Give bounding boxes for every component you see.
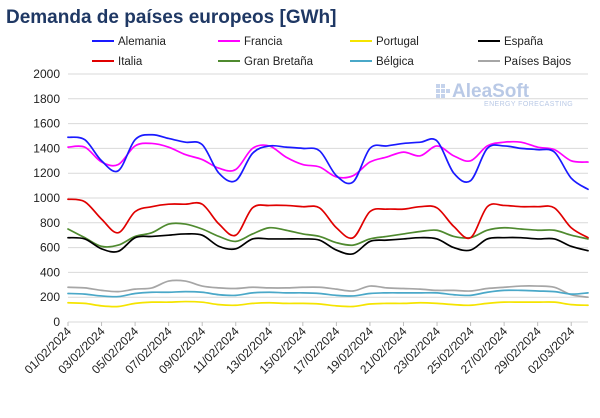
legend-item-paises-bajos: Países Bajos <box>478 56 571 68</box>
aleasoft-logo: AleaSoft ENERGY FORECASTING <box>436 81 573 108</box>
series-line-portugal <box>67 300 589 308</box>
series-line-alemania <box>67 133 589 191</box>
gridlines <box>68 73 588 323</box>
series-line-espana <box>67 232 589 255</box>
y-tick-label: 1400 <box>33 141 60 155</box>
y-tick-label: 1000 <box>33 191 60 205</box>
legend-label: Gran Bretaña <box>244 56 314 68</box>
chart-title: Demanda de países europeos [GWh] <box>6 7 336 28</box>
legend-label: Portugal <box>376 36 419 48</box>
y-tick-label: 2000 <box>33 67 60 81</box>
legend: Alemania Francia Portugal España Italia Gran … <box>92 36 571 68</box>
y-tick-label: 600 <box>40 241 60 255</box>
series-lines <box>67 133 589 308</box>
y-tick-label: 1800 <box>33 92 60 106</box>
logo-mark-icon <box>436 84 450 98</box>
series-line-belgica <box>67 289 589 298</box>
legend-item-alemania: Alemania <box>92 36 167 48</box>
y-tick-label: 0 <box>53 315 60 329</box>
legend-label: Italia <box>118 56 143 68</box>
y-tick-label: 400 <box>40 265 60 279</box>
y-tick-label: 800 <box>40 216 60 230</box>
series-line-italia <box>67 198 589 240</box>
legend-label: Francia <box>244 36 283 48</box>
y-tick-label: 1600 <box>33 117 60 131</box>
legend-label: España <box>504 36 544 48</box>
legend-item-belgica: Bélgica <box>350 56 414 68</box>
legend-label: Bélgica <box>376 56 414 68</box>
series-line-paises-bajos <box>67 279 589 299</box>
y-tick-label: 200 <box>40 290 60 304</box>
series-line-gran-bretana <box>67 222 589 248</box>
legend-item-gran-bretana: Gran Bretaña <box>218 56 314 68</box>
legend-item-espana: España <box>478 36 544 48</box>
x-axis: 01/02/202403/02/202405/02/202407/02/2024… <box>22 322 578 377</box>
logo-tagline: ENERGY FORECASTING <box>484 101 573 108</box>
legend-label: Alemania <box>118 36 167 48</box>
legend-label: Países Bajos <box>504 56 571 68</box>
y-axis: 0 200 400 600 800 1000 1200 1400 1600 1800 2000 <box>33 67 60 329</box>
y-tick-label: 1200 <box>33 166 60 180</box>
logo-text: AleaSoft <box>452 81 530 102</box>
legend-item-portugal: Portugal <box>350 36 419 48</box>
legend-item-francia: Francia <box>218 36 283 48</box>
legend-item-italia: Italia <box>92 56 143 68</box>
series-line-francia <box>67 140 589 179</box>
